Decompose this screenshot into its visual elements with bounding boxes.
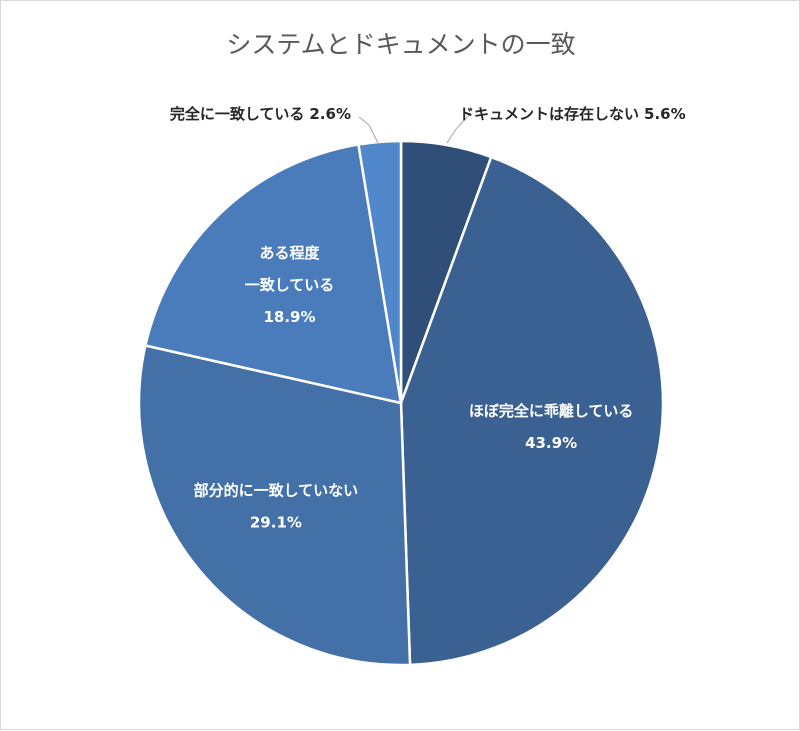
slice-category-label: 部分的に一致していない <box>194 482 359 500</box>
slice-category-label: ほぼ完全に乖離している <box>469 402 634 420</box>
slice-category-label: ある程度 <box>259 244 320 262</box>
pie-slice <box>144 143 403 405</box>
slice-value-label: 18.9% <box>263 308 315 326</box>
pie-slice <box>399 155 665 667</box>
slice-label: 完全に一致している 2.6% <box>170 105 351 123</box>
slice-category-label: ドキュメントは存在しない <box>459 105 639 123</box>
slice-value-label: 2.6% <box>309 105 351 123</box>
slice-label: ドキュメントは存在しない 5.6% <box>459 105 686 123</box>
pie-slice <box>137 344 412 667</box>
pie-slice <box>357 139 403 405</box>
leader-line <box>446 112 472 144</box>
pie-slices <box>137 139 665 667</box>
slice-value-label: 29.1% <box>250 514 302 532</box>
slice-category-label: 完全に一致している <box>170 105 305 123</box>
slice-category-label: 一致している <box>245 276 335 294</box>
leader-line <box>358 116 379 144</box>
chart-title: システムとドキュメントの一致 <box>226 30 575 59</box>
pie-labels: ドキュメントは存在しない 5.6% ほぼ完全に乖離している 43.9% 部分的に一致して… <box>170 105 686 532</box>
slice-value-label: 5.6% <box>644 105 686 123</box>
slice-value-label: 43.9% <box>525 434 577 452</box>
